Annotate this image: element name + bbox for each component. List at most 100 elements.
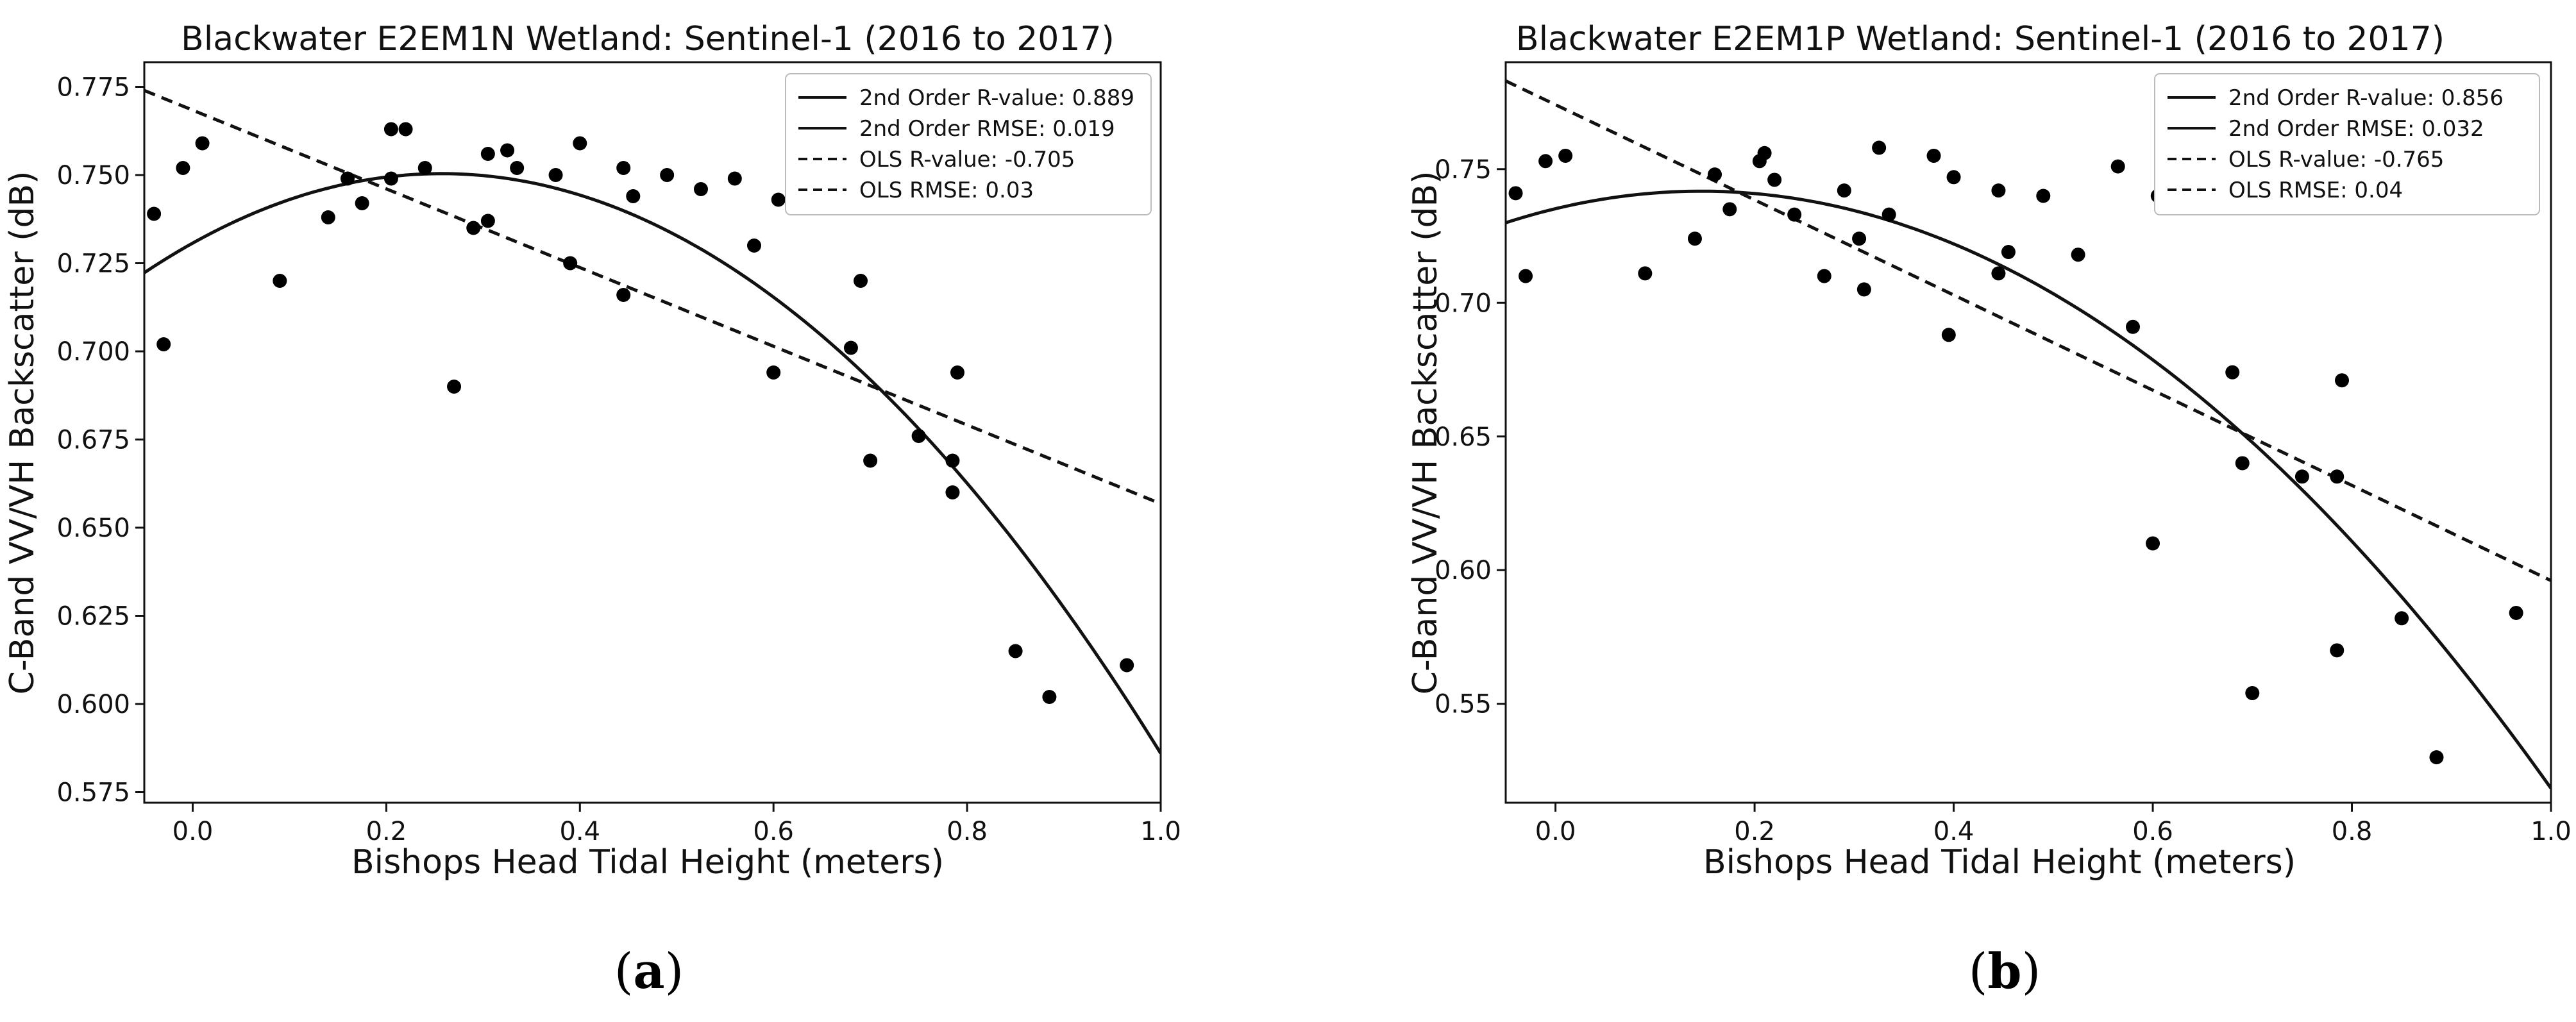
legend-label: 2nd Order RMSE: 0.032 bbox=[2228, 116, 2484, 142]
y-tick-label: 0.575 bbox=[56, 778, 130, 808]
subfigure-caption-a: (a) bbox=[614, 942, 684, 1000]
data-point bbox=[945, 453, 960, 468]
plot-frame bbox=[1504, 61, 2552, 804]
legend-entry: OLS R-value: -0.705 bbox=[798, 147, 1075, 172]
chart-a: Blackwater E2EM1N Wetland: Sentinel-1 (2… bbox=[3, 20, 1181, 882]
y-axis-ticks: 0.55 0.60 0.65 0.70 0.75 bbox=[1435, 155, 1506, 719]
data-point bbox=[398, 122, 413, 137]
data-point bbox=[1008, 644, 1023, 658]
legend-box bbox=[2154, 73, 2540, 215]
y-tick-label: 0.675 bbox=[56, 426, 130, 455]
data-point bbox=[2110, 159, 2125, 174]
y-tick-label: 0.625 bbox=[56, 602, 130, 632]
x-tick-label: 0.8 bbox=[2332, 817, 2373, 846]
data-point bbox=[2335, 373, 2349, 388]
chart-title: Blackwater E2EM1P Wetland: Sentinel-1 (2… bbox=[1516, 20, 2445, 58]
data-point bbox=[911, 429, 926, 443]
data-point bbox=[945, 485, 960, 499]
data-point bbox=[1787, 207, 1802, 222]
y-axis-ticks: 0.575 0.600 0.625 0.650 0.675 0.700 0.725 0.750… bbox=[56, 73, 144, 808]
x-tick-label: 0.0 bbox=[173, 817, 214, 846]
data-point bbox=[2146, 536, 2160, 551]
legend-entry: OLS RMSE: 0.04 bbox=[2168, 178, 2403, 203]
data-point bbox=[1708, 167, 1722, 182]
legend-entry: 2nd Order R-value: 0.856 bbox=[2168, 85, 2504, 111]
data-point bbox=[771, 192, 786, 207]
data-point bbox=[176, 161, 190, 175]
data-point bbox=[766, 365, 781, 380]
y-tick-label: 0.75 bbox=[1435, 155, 1492, 185]
data-point bbox=[1852, 231, 1867, 246]
data-points bbox=[147, 122, 1134, 704]
data-point bbox=[1817, 269, 1831, 283]
data-point bbox=[1991, 183, 2006, 198]
legend: 2nd Order R-value: 0.889 2nd Order RMSE:… bbox=[785, 73, 1152, 215]
x-tick-label: 0.2 bbox=[1734, 817, 1775, 846]
subfigure-caption-b: (b) bbox=[1968, 942, 2041, 1000]
data-point bbox=[500, 143, 515, 158]
data-point bbox=[1856, 282, 1871, 297]
y-tick-label: 0.70 bbox=[1435, 289, 1492, 318]
chart-b: Blackwater E2EM1P Wetland: Sentinel-1 (2… bbox=[1406, 20, 2572, 882]
data-point bbox=[1941, 328, 1956, 342]
panel-b: Blackwater E2EM1P Wetland: Sentinel-1 (2… bbox=[1288, 0, 2576, 1022]
y-tick-label: 0.775 bbox=[56, 73, 130, 103]
data-point bbox=[1837, 183, 1851, 198]
panel-a: Blackwater E2EM1N Wetland: Sentinel-1 (2… bbox=[3, 20, 1181, 1000]
data-point bbox=[1881, 207, 1896, 222]
data-points bbox=[1508, 140, 2523, 765]
subfigure-label: b bbox=[1987, 942, 2022, 1000]
data-point bbox=[1872, 140, 1887, 155]
legend: 2nd Order R-value: 0.856 2nd Order RMSE:… bbox=[2154, 73, 2540, 215]
data-point bbox=[1538, 154, 1553, 169]
data-point bbox=[563, 256, 578, 271]
data-point bbox=[2294, 469, 2309, 484]
x-tick-label: 0.6 bbox=[753, 817, 794, 846]
legend-entry: 2nd Order RMSE: 0.019 bbox=[798, 116, 1115, 142]
data-point bbox=[626, 189, 641, 203]
data-point bbox=[147, 206, 162, 221]
x-tick-label: 0.4 bbox=[1933, 817, 1974, 846]
x-tick-label: 0.0 bbox=[1535, 817, 1576, 846]
plot-frame bbox=[143, 61, 1162, 804]
data-point bbox=[548, 168, 563, 182]
data-point bbox=[417, 161, 432, 175]
data-point bbox=[2509, 605, 2523, 620]
x-axis-ticks: 0.0 0.2 0.4 0.6 0.8 1.0 bbox=[173, 803, 1181, 846]
legend-label: 2nd Order R-value: 0.889 bbox=[859, 85, 1134, 111]
x-axis-label: Bishops Head Tidal Height (meters) bbox=[351, 843, 944, 882]
data-point bbox=[341, 171, 355, 186]
data-point bbox=[854, 274, 868, 288]
data-point bbox=[321, 210, 335, 224]
data-point bbox=[573, 136, 587, 151]
data-point bbox=[2235, 456, 2250, 471]
legend-label: OLS RMSE: 0.03 bbox=[859, 178, 1034, 203]
y-axis-label: C-Band VV/VH Backscatter (dB) bbox=[1406, 171, 1445, 695]
data-point bbox=[616, 161, 631, 175]
data-point bbox=[1519, 269, 1533, 283]
data-point bbox=[1722, 202, 1737, 217]
data-point bbox=[616, 288, 631, 302]
data-point bbox=[2245, 686, 2260, 701]
data-point bbox=[2071, 247, 2085, 262]
x-tick-label: 0.6 bbox=[2132, 817, 2173, 846]
data-point bbox=[447, 380, 462, 394]
data-point bbox=[383, 122, 398, 137]
data-point bbox=[727, 171, 742, 186]
data-point bbox=[2036, 188, 2051, 203]
legend-entry: OLS R-value: -0.765 bbox=[2168, 147, 2444, 172]
data-point bbox=[1558, 148, 1573, 163]
chart-title: Blackwater E2EM1N Wetland: Sentinel-1 (2… bbox=[181, 20, 1115, 58]
y-tick-label: 0.65 bbox=[1435, 423, 1492, 452]
data-point bbox=[747, 239, 761, 253]
data-point bbox=[2126, 319, 2140, 334]
data-point bbox=[693, 182, 708, 196]
data-point bbox=[950, 365, 964, 380]
data-point bbox=[2330, 643, 2344, 658]
quadratic-fit-line bbox=[1506, 189, 2551, 789]
data-point bbox=[863, 453, 878, 468]
data-point bbox=[1120, 658, 1134, 673]
data-point bbox=[1991, 266, 2006, 281]
data-point bbox=[510, 161, 525, 175]
x-tick-label: 0.2 bbox=[366, 817, 407, 846]
